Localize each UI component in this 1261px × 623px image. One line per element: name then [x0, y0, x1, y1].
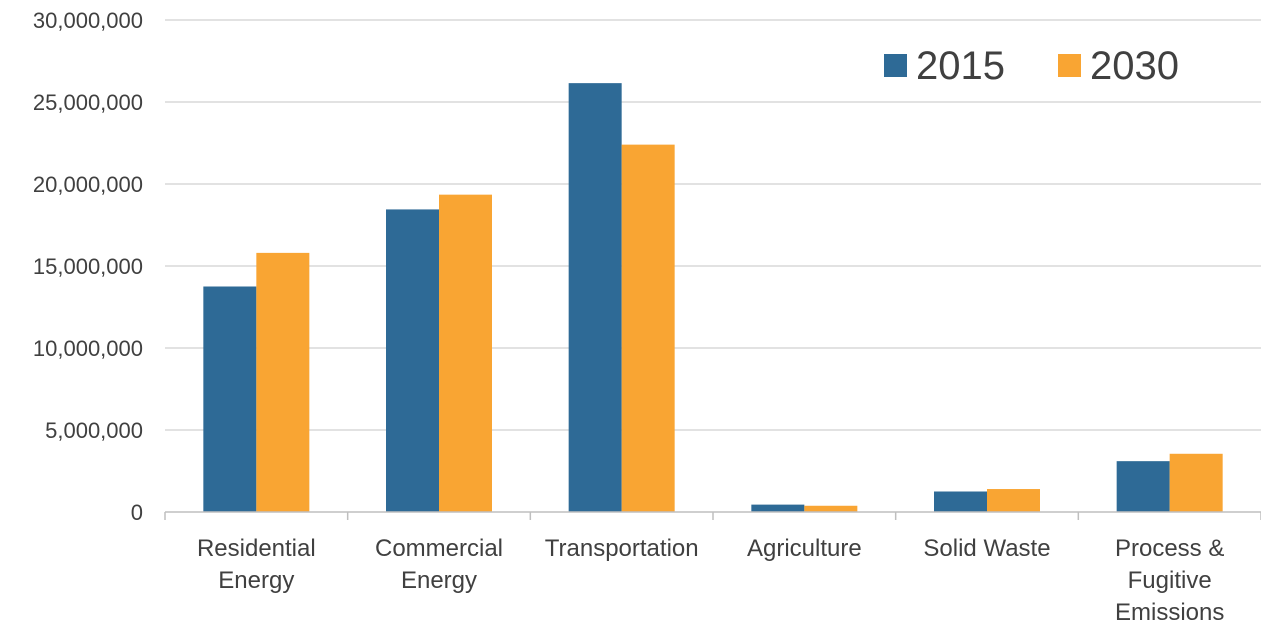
bar-2015	[568, 83, 622, 512]
y-tick-label: 10,000,000	[33, 336, 143, 361]
x-tick-label-line: Energy	[218, 567, 294, 594]
x-tick-label-line: Transportation	[545, 535, 699, 562]
y-tick-label: 5,000,000	[45, 418, 143, 443]
x-tick-label-line: Agriculture	[747, 535, 862, 562]
bar-2015	[934, 491, 987, 512]
bar-2030	[804, 505, 858, 512]
x-tick-label-line: Energy	[401, 567, 477, 594]
x-tick-label: Residential Energy	[197, 535, 316, 594]
x-tick-label: Transportation	[545, 535, 699, 562]
bar-2030	[621, 144, 675, 512]
x-axis	[164, 511, 1261, 520]
x-tick-label: Solid Waste	[923, 535, 1050, 562]
bar-2015	[203, 286, 257, 512]
x-tick-label-line: Commercial	[375, 535, 503, 562]
bar-2030	[439, 194, 492, 512]
y-tick-label: 0	[131, 500, 143, 525]
y-tick-label: 20,000,000	[33, 172, 143, 197]
legend-swatch-2015	[884, 54, 907, 77]
bar-2015	[1116, 461, 1170, 512]
y-tick-label: 15,000,000	[33, 254, 143, 279]
x-tick-label: Commercial Energy	[375, 535, 503, 594]
x-axis-category-labels: Residential Energy Commercial Energy Transpo…	[197, 535, 1224, 623]
legend-label-2030: 2030	[1090, 44, 1179, 88]
bar-2030	[987, 489, 1040, 512]
x-tick-label-line: Solid Waste	[923, 535, 1050, 562]
x-tick-label: Agriculture	[747, 535, 862, 562]
bar-2030	[256, 252, 310, 512]
x-tick-label-line: Residential	[197, 535, 316, 562]
gridlines	[165, 19, 1261, 431]
bar-2030	[1169, 453, 1223, 512]
bar-2015	[751, 504, 805, 512]
bars	[203, 83, 1223, 513]
x-tick-label-line: Fugitive	[1128, 567, 1212, 594]
legend: 2015 2030	[884, 44, 1179, 88]
legend-label-2015: 2015	[916, 44, 1005, 88]
bar-2015	[386, 209, 439, 513]
y-tick-label: 25,000,000	[33, 90, 143, 115]
x-tick-label-line: Emissions	[1115, 599, 1224, 623]
y-axis-tick-labels: 0 5,000,000 10,000,000 15,000,000 20,000,000…	[33, 8, 143, 525]
x-tick-label: Process & Fugitive Emissions	[1115, 535, 1224, 623]
legend-swatch-2030	[1058, 54, 1081, 77]
y-tick-label: 30,000,000	[33, 8, 143, 33]
x-tick-label-line: Process &	[1115, 535, 1224, 562]
